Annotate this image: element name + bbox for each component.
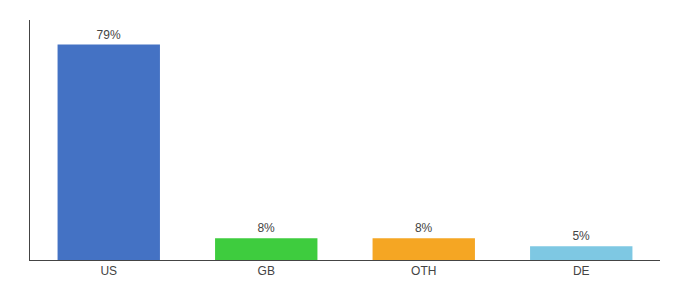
svg-text:8%: 8% xyxy=(257,221,275,235)
svg-text:5%: 5% xyxy=(572,229,590,243)
svg-text:GB: GB xyxy=(258,264,275,278)
svg-text:8%: 8% xyxy=(415,221,433,235)
svg-text:79%: 79% xyxy=(97,28,121,42)
svg-text:DE: DE xyxy=(573,264,590,278)
svg-text:US: US xyxy=(100,264,117,278)
svg-text:OTH: OTH xyxy=(411,264,436,278)
